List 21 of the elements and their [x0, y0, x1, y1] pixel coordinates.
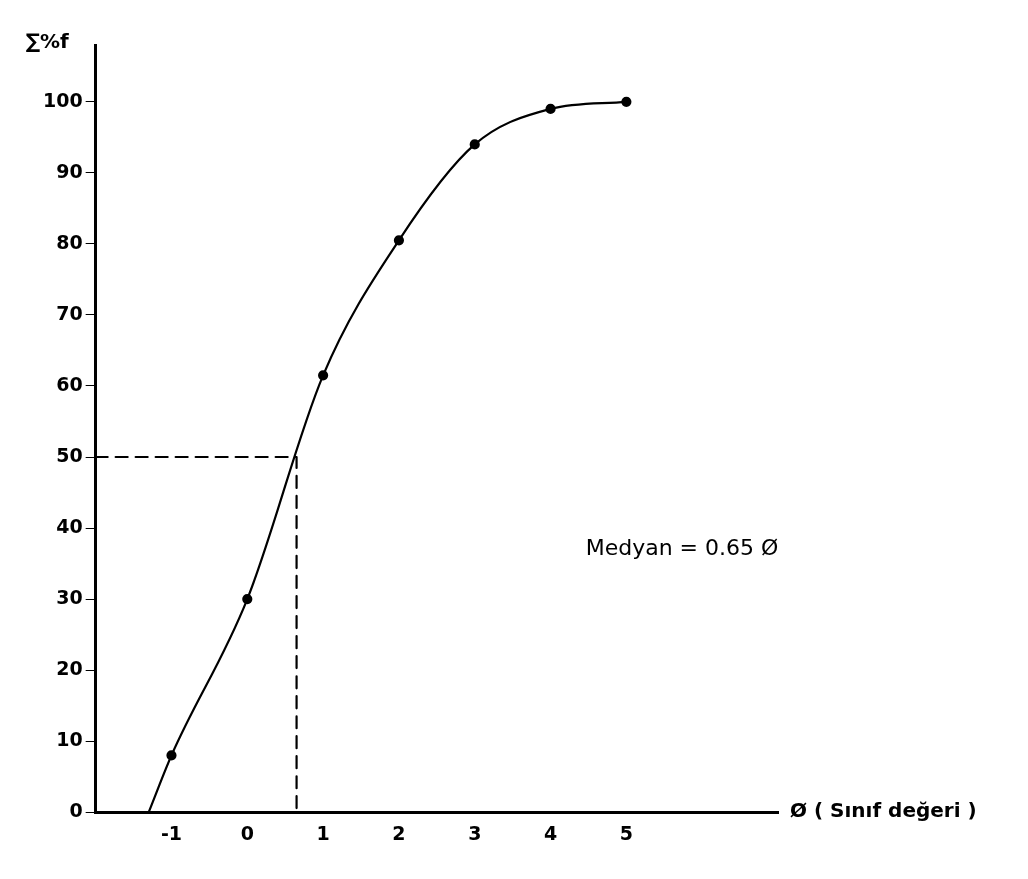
x-tick-label: 5 [619, 821, 633, 844]
x-tick-label: 4 [543, 821, 558, 844]
y-tick-label: 40 [56, 514, 83, 537]
annotation: Medyan = 0.65 Ø [585, 535, 779, 561]
y-tick-label: 60 [56, 372, 83, 395]
x-tick-label: 2 [392, 821, 406, 844]
y-axis-title: ∑%f [25, 29, 70, 54]
x-axis-title: Ø ( Sınıf değeri ) [790, 798, 977, 823]
x-tick-label: -1 [160, 821, 183, 844]
y-tick-label: 100 [42, 88, 83, 111]
y-tick-label: 0 [69, 799, 83, 822]
y-tick-label: 20 [56, 657, 83, 680]
x-tick-label: 0 [240, 821, 254, 844]
x-tick-label: 1 [316, 821, 330, 844]
x-tick-label: 3 [468, 821, 482, 844]
y-tick-label: 50 [56, 443, 83, 466]
y-tick-label: 90 [56, 159, 83, 182]
y-tick-label: 70 [56, 301, 83, 324]
y-tick-label: 10 [56, 728, 83, 751]
y-tick-label: 80 [56, 230, 83, 253]
y-tick-label: 30 [56, 586, 83, 609]
